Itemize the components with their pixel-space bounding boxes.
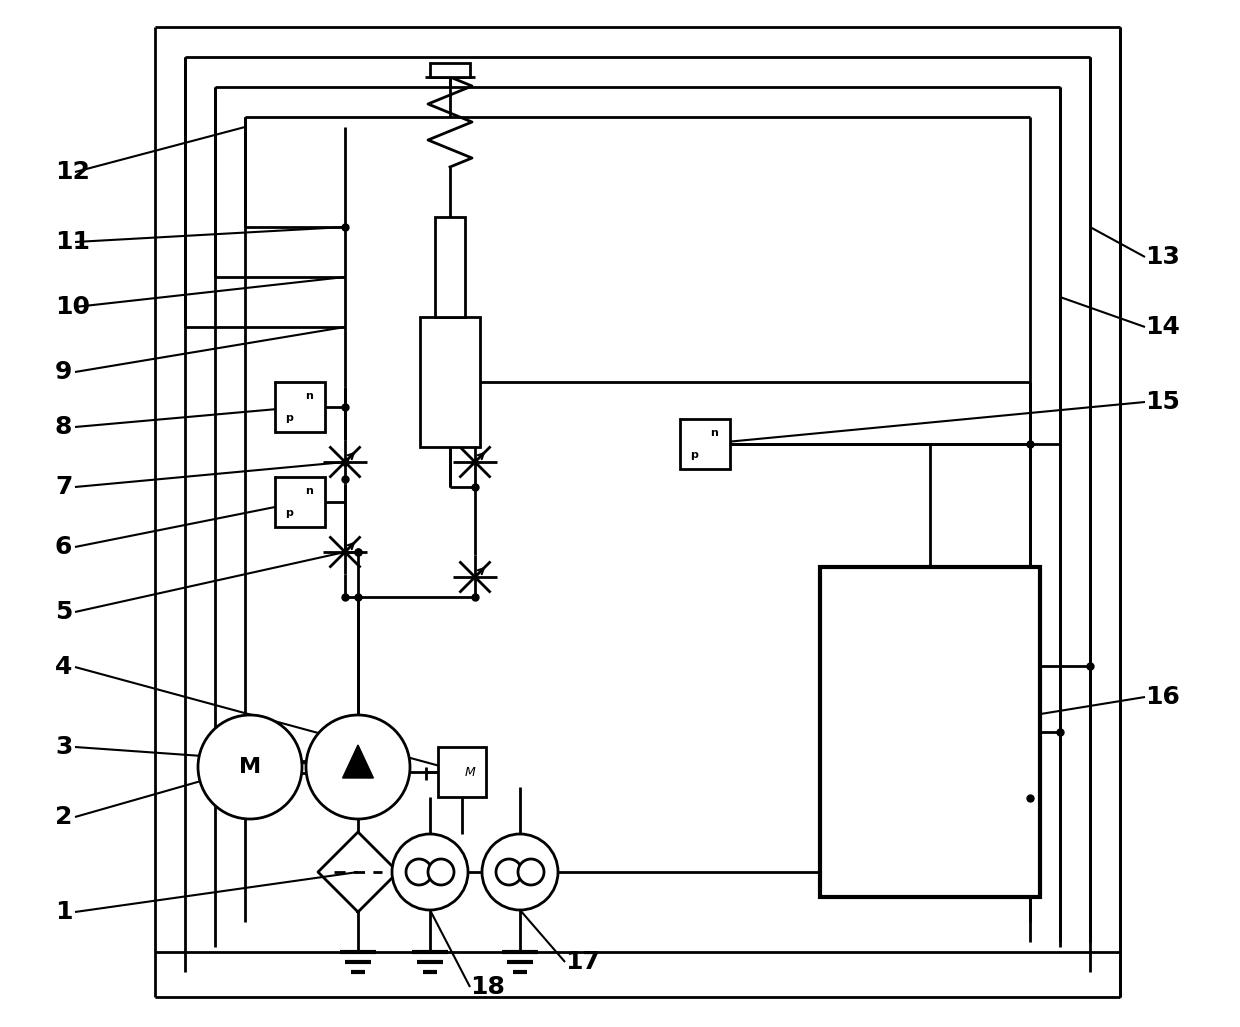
Bar <box>438 747 486 797</box>
Bar <box>435 217 465 317</box>
Text: M: M <box>239 757 262 777</box>
Text: 8: 8 <box>55 415 72 439</box>
Bar <box>680 419 730 469</box>
Circle shape <box>306 715 410 819</box>
Circle shape <box>518 859 544 885</box>
Text: 11: 11 <box>55 230 91 254</box>
Bar <box>430 63 470 77</box>
Text: 13: 13 <box>1145 245 1180 269</box>
Text: 2: 2 <box>55 805 72 829</box>
Text: 10: 10 <box>55 295 91 319</box>
Text: 4: 4 <box>55 655 72 679</box>
Bar <box>275 477 325 527</box>
Polygon shape <box>342 745 373 778</box>
Text: 1: 1 <box>55 900 72 924</box>
Text: M: M <box>465 765 475 778</box>
Text: 7: 7 <box>55 476 72 499</box>
Bar <box>420 317 480 447</box>
Text: 18: 18 <box>470 975 505 999</box>
Circle shape <box>482 834 558 910</box>
Text: 5: 5 <box>55 600 72 624</box>
Text: p: p <box>285 413 293 423</box>
Text: 9: 9 <box>55 360 72 384</box>
Circle shape <box>392 834 467 910</box>
Text: n: n <box>305 486 312 496</box>
Text: p: p <box>285 508 293 518</box>
Text: p: p <box>691 450 698 460</box>
Text: 16: 16 <box>1145 685 1180 709</box>
Circle shape <box>428 859 454 885</box>
Text: n: n <box>305 391 312 401</box>
Text: 14: 14 <box>1145 315 1180 339</box>
Circle shape <box>496 859 522 885</box>
Text: 17: 17 <box>565 950 600 974</box>
Circle shape <box>405 859 432 885</box>
Text: 3: 3 <box>55 735 72 759</box>
Text: n: n <box>711 428 718 438</box>
Circle shape <box>198 715 303 819</box>
Text: 15: 15 <box>1145 390 1180 414</box>
Text: 6: 6 <box>55 535 72 559</box>
Bar <box>275 382 325 432</box>
Bar <box>820 567 1040 897</box>
Text: 12: 12 <box>55 160 89 184</box>
